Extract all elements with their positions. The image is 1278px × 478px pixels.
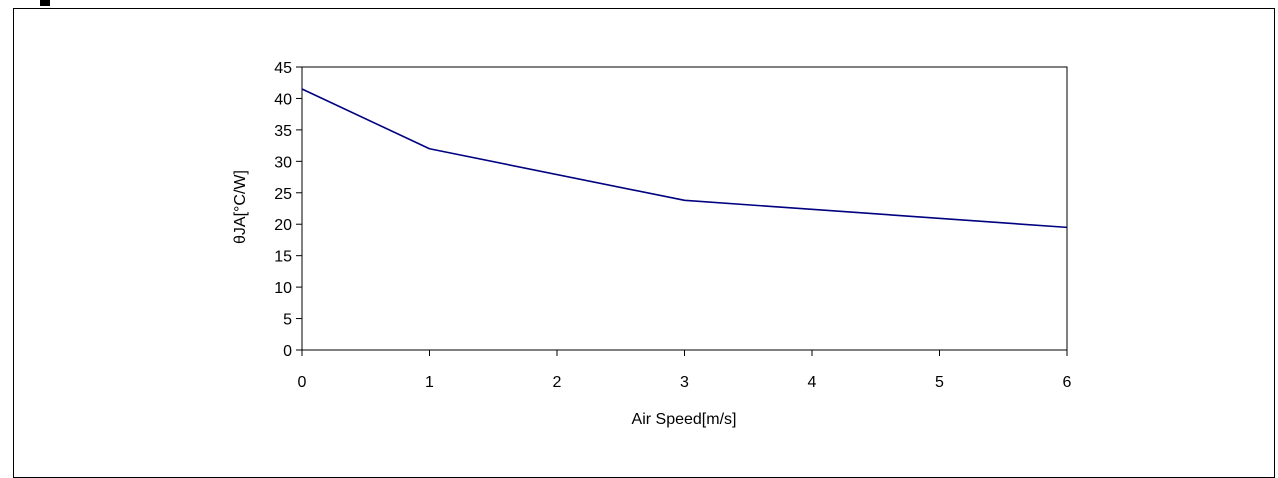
- y-tick-label: 10: [274, 280, 292, 297]
- series-layer: [301, 88, 1068, 229]
- y-tick-label: 15: [274, 249, 292, 266]
- x-tick-label: 5: [935, 374, 944, 391]
- y-tick-label: 35: [274, 123, 292, 140]
- y-tick-label: 25: [274, 186, 292, 203]
- x-tick-label: 3: [680, 374, 689, 391]
- x-tick-label: 1: [425, 374, 434, 391]
- x-tick-label: 0: [298, 374, 307, 391]
- y-axis-label: θJA[°C/W]: [232, 170, 249, 244]
- y-tick-label: 30: [274, 154, 292, 171]
- header-fragment: [40, 0, 50, 6]
- x-tick-label: 4: [808, 374, 817, 391]
- x-tick-label: 6: [1063, 374, 1072, 391]
- series-line: [301, 88, 1068, 229]
- plot-border: [301, 66, 1068, 351]
- y-axis-ticks: 0 5 10 15 20 25 30 35 40 45: [274, 60, 302, 360]
- y-tick-label: 45: [274, 60, 292, 77]
- x-axis-label: Air Speed[m/s]: [632, 411, 737, 428]
- x-tick-label: 2: [553, 374, 562, 391]
- y-tick-label: 20: [274, 217, 292, 234]
- plot-area: [301, 66, 1068, 351]
- y-tick-label: 5: [283, 312, 292, 329]
- x-axis-ticks: 0 1 2 3 4 5 6: [298, 350, 1072, 391]
- y-tick-label: 0: [283, 343, 292, 360]
- y-tick-label: 40: [274, 91, 292, 108]
